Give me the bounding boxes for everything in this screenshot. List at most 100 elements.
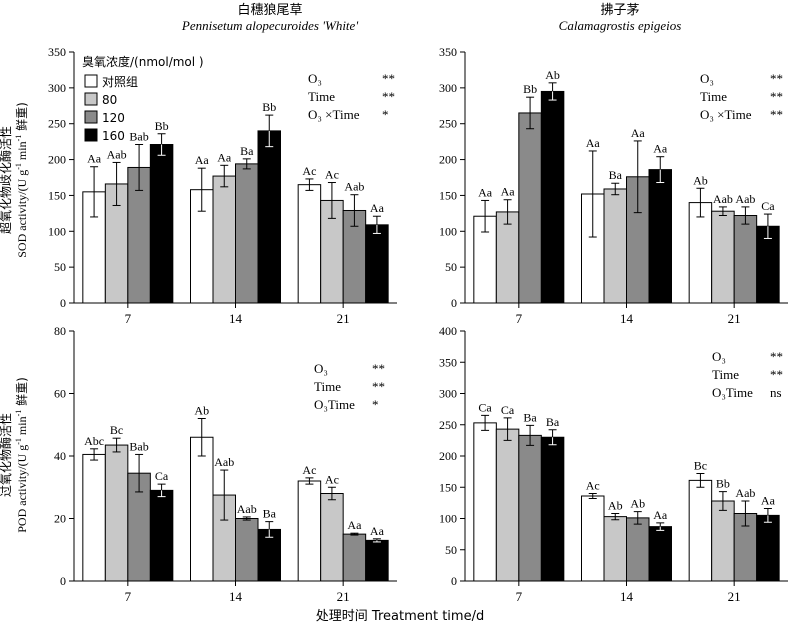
y-tick-label: 0 bbox=[60, 296, 66, 310]
significance-label: Aa bbox=[501, 185, 516, 199]
significance-label: Ab bbox=[693, 173, 708, 187]
bar bbox=[257, 130, 281, 304]
significance-label: Abc bbox=[84, 434, 104, 448]
x-tick-label: 7 bbox=[125, 311, 132, 326]
stats-significance: ** bbox=[372, 361, 385, 376]
stats-significance: ** bbox=[770, 367, 783, 382]
stats-term: Time bbox=[700, 89, 727, 104]
x-axis-label: 处理时间 Treatment time/d bbox=[316, 609, 484, 624]
bar bbox=[320, 493, 344, 582]
bar bbox=[495, 211, 520, 304]
stats-significance: ** bbox=[382, 89, 395, 104]
bar bbox=[603, 516, 627, 582]
significance-label: Aa bbox=[478, 185, 493, 199]
y-label-bottom-cn: 过氧化物酶活性 bbox=[0, 413, 13, 497]
y-tick-label: 50 bbox=[445, 260, 457, 274]
legend-swatch bbox=[84, 128, 98, 142]
y-tick-label: 200 bbox=[439, 153, 457, 167]
significance-label: Ab bbox=[608, 499, 623, 513]
x-tick-label: 7 bbox=[516, 311, 523, 326]
y-tick-label: 50 bbox=[445, 543, 457, 557]
legend-label: 120 bbox=[102, 111, 125, 125]
bar bbox=[540, 436, 565, 582]
svg-text:超氧化物歧化酶活性: 超氧化物歧化酶活性 bbox=[0, 126, 13, 234]
bar bbox=[495, 428, 520, 582]
bar bbox=[104, 444, 129, 582]
legend-swatch bbox=[84, 110, 98, 124]
x-tick-label: 14 bbox=[620, 589, 634, 604]
y-tick-label: 400 bbox=[439, 324, 457, 338]
x-tick-label: 14 bbox=[620, 311, 634, 326]
significance-label: Bc bbox=[110, 423, 123, 437]
bar bbox=[626, 517, 650, 582]
significance-label: Bc bbox=[694, 459, 707, 473]
significance-label: Ba bbox=[523, 410, 537, 424]
stats-significance: ** bbox=[382, 71, 395, 86]
significance-label: Ac bbox=[586, 479, 600, 493]
bar bbox=[756, 514, 780, 582]
stats-significance: * bbox=[372, 397, 379, 412]
x-tick-label: 21 bbox=[337, 311, 350, 326]
stats-term: O₃ bbox=[712, 349, 726, 364]
stats-significance: ** bbox=[770, 89, 783, 104]
stats-term: O₃Time bbox=[314, 397, 355, 412]
significance-label: Aa bbox=[586, 136, 601, 150]
significance-label: Bb bbox=[262, 100, 276, 114]
stats-significance: * bbox=[382, 107, 389, 122]
x-tick-label: 21 bbox=[728, 589, 741, 604]
bar bbox=[603, 188, 627, 304]
stats-term: Time bbox=[712, 367, 739, 382]
y-tick-label: 200 bbox=[48, 153, 66, 167]
legend-swatch bbox=[84, 92, 98, 106]
significance-label: Ac bbox=[302, 164, 316, 178]
significance-label: Bab bbox=[129, 439, 148, 453]
significance-label: Ac bbox=[325, 168, 339, 182]
y-tick-label: 40 bbox=[54, 449, 66, 463]
legend-label: 对照组 bbox=[102, 75, 138, 89]
bar bbox=[297, 184, 322, 304]
chart-panel-bottom-right: 0 50 100 150 200 250 300 350 400 7 Ca Ca Ba Ba 14 Ac Ab A… bbox=[439, 324, 788, 604]
significance-label: Ab bbox=[630, 497, 645, 511]
panel-title-right: 拂子茅 bbox=[600, 3, 639, 18]
bar bbox=[190, 436, 214, 582]
significance-label: Aa bbox=[370, 201, 385, 215]
stats-significance: ns bbox=[770, 385, 782, 400]
bar bbox=[648, 526, 672, 582]
stats-term: Time bbox=[314, 379, 341, 394]
significance-label: Aa bbox=[631, 126, 646, 140]
y-tick-label: 300 bbox=[439, 81, 457, 95]
y-tick-label: 0 bbox=[60, 574, 66, 588]
bar bbox=[581, 495, 605, 582]
bar bbox=[540, 90, 565, 304]
significance-label: Ba bbox=[609, 168, 623, 182]
legend-label: 80 bbox=[102, 93, 117, 107]
significance-label: Aa bbox=[653, 508, 668, 522]
bar bbox=[82, 453, 106, 582]
significance-label: Ca bbox=[761, 199, 775, 213]
bar bbox=[518, 434, 542, 582]
significance-label: Aa bbox=[653, 142, 668, 156]
y-tick-label: 250 bbox=[439, 117, 457, 131]
bar bbox=[688, 479, 713, 582]
significance-label: Aa bbox=[761, 494, 776, 508]
significance-label: Aa bbox=[370, 524, 385, 538]
y-label-bottom-en: POD activity/(U g-1 min-1 鲜重) bbox=[14, 377, 29, 533]
x-tick-label: 14 bbox=[229, 589, 243, 604]
significance-label: Ab bbox=[194, 404, 209, 418]
significance-label: Ba bbox=[263, 507, 277, 521]
significance-label: Ab bbox=[545, 68, 560, 82]
y-tick-label: 100 bbox=[439, 512, 457, 526]
significance-label: Ca bbox=[478, 400, 492, 414]
stats-term: O₃ ×Time bbox=[308, 107, 360, 122]
bar bbox=[518, 112, 542, 304]
bar bbox=[733, 215, 758, 304]
y-tick-label: 60 bbox=[54, 387, 66, 401]
bar bbox=[149, 489, 174, 582]
legend: 臭氧浓度/(nmol/mol ) 对照组 80 120 160 bbox=[82, 54, 204, 143]
significance-label: Bab bbox=[129, 130, 148, 144]
y-tick-label: 100 bbox=[48, 224, 66, 238]
chart-panel-bottom-left: 0 20 40 60 80 7 Abc Bc Bab Ca 14 Ab Aab Aab Ba 21 Ac Ac Aa… bbox=[54, 324, 397, 604]
bar bbox=[342, 533, 367, 582]
y-tick-label: 20 bbox=[54, 512, 66, 526]
y-label-top-cn: 超氧化物歧化酶活性 bbox=[0, 126, 13, 234]
